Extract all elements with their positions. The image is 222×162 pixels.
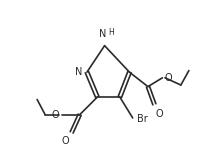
Text: O: O xyxy=(165,73,172,83)
Text: O: O xyxy=(61,136,69,146)
Text: N: N xyxy=(99,29,107,39)
Text: Br: Br xyxy=(137,114,147,124)
Text: N: N xyxy=(75,67,82,77)
Text: O: O xyxy=(155,109,163,119)
Text: O: O xyxy=(51,110,59,120)
Text: H: H xyxy=(109,28,114,37)
